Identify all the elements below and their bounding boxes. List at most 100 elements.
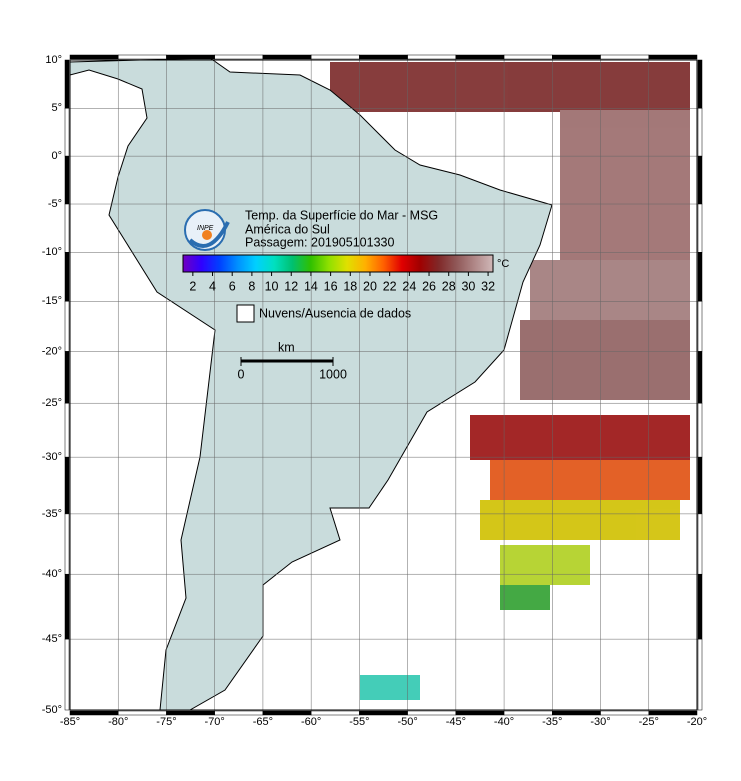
- x-tick-label: -30°: [590, 716, 610, 728]
- y-tick-label: -10°: [42, 246, 62, 258]
- frame-segment: [697, 573, 703, 640]
- frame-segment: [64, 513, 70, 575]
- y-tick-label: 10°: [45, 54, 62, 66]
- frame-segment: [64, 402, 70, 458]
- frame-segment: [697, 402, 703, 458]
- colorbar-tick-label: 4: [209, 279, 216, 293]
- colorbar-tick-label: 12: [284, 279, 298, 293]
- frame-segment: [697, 456, 703, 515]
- frame-segment: [166, 710, 215, 716]
- legend-label: Nuvens/Ausencia de dados: [259, 306, 411, 320]
- x-tick-label: -65°: [253, 716, 273, 728]
- frame-segment: [697, 513, 703, 575]
- y-tick-label: -30°: [42, 451, 62, 463]
- frame-segment: [64, 203, 70, 253]
- colorbar-tick-label: 32: [481, 279, 495, 293]
- logo: INPE: [184, 209, 230, 251]
- frame-segment: [64, 351, 70, 404]
- colorbar-tick-label: 22: [383, 279, 397, 293]
- scale-unit: km: [278, 340, 295, 354]
- sst-patches: [330, 62, 690, 700]
- colorbar-unit: °C: [497, 258, 509, 270]
- colorbar-tick-label: 28: [442, 279, 456, 293]
- y-tick-label: -45°: [42, 633, 62, 645]
- frame-segment: [503, 54, 553, 60]
- frame-segment: [64, 59, 70, 109]
- colorbar-tick-label: 2: [189, 279, 196, 293]
- x-tick-label: -60°: [301, 716, 321, 728]
- x-tick-label: -85°: [60, 716, 80, 728]
- colorbar-tick-label: 6: [229, 279, 236, 293]
- frame-segment: [64, 301, 70, 352]
- frame-segment: [697, 108, 703, 157]
- frame: [64, 54, 703, 716]
- frame-segment: [407, 54, 457, 60]
- map-subtitle: América do Sul: [245, 222, 330, 236]
- x-tick-label: -70°: [205, 716, 225, 728]
- x-tick-label: -35°: [542, 716, 562, 728]
- frame-segment: [600, 54, 650, 60]
- frame-segment: [166, 54, 215, 60]
- logo-text: INPE: [197, 225, 214, 232]
- y-tick-label: -20°: [42, 345, 62, 357]
- x-tick-label: -40°: [494, 716, 514, 728]
- frame-segment: [455, 54, 505, 60]
- colorbar-tick-label: 14: [304, 279, 318, 293]
- frame-segment: [64, 456, 70, 515]
- frame-segment: [455, 710, 505, 716]
- frame-segment: [648, 54, 698, 60]
- frame-segment: [214, 54, 264, 60]
- frame-segment: [117, 54, 167, 60]
- legend-swatch: [236, 304, 255, 323]
- frame-segment: [503, 710, 553, 716]
- y-tick-label: 5°: [51, 102, 62, 114]
- y-tick-label: -50°: [42, 704, 62, 716]
- frame-segment: [69, 54, 119, 60]
- frame-segment: [697, 155, 703, 205]
- colorbar: [182, 254, 494, 273]
- scale-tick-label: 1000: [319, 367, 347, 381]
- y-tick-label: -25°: [42, 397, 62, 409]
- colorbar-tick-label: 18: [343, 279, 357, 293]
- dynamic: -85° -80° -75° -70° -65° -60° -55° -50° -45° -40°…: [42, 54, 707, 728]
- colorbar-tick-label: 20: [363, 279, 377, 293]
- x-tick-label: -50°: [397, 716, 417, 728]
- frame-segment: [262, 54, 312, 60]
- frame-segment: [697, 638, 703, 711]
- pass-time: Passagem: 201905101330: [245, 235, 394, 249]
- frame-segment: [697, 351, 703, 404]
- x-tick-label: -20°: [687, 716, 707, 728]
- frame-segment: [214, 710, 264, 716]
- frame-segment: [359, 710, 408, 716]
- frame-segment: [600, 710, 650, 716]
- frame-segment: [64, 252, 70, 302]
- frame-segment: [69, 710, 119, 716]
- grid: [69, 59, 698, 711]
- frame-segment: [697, 203, 703, 253]
- colorbar-tick-label: 8: [248, 279, 255, 293]
- y-tick-label: -40°: [42, 568, 62, 580]
- y-tick-label: -15°: [42, 295, 62, 307]
- frame-segment: [697, 301, 703, 352]
- y-tick-label: 0°: [51, 150, 62, 162]
- frame-segment: [697, 59, 703, 109]
- frame-segment: [64, 155, 70, 205]
- y-tick-label: -35°: [42, 508, 62, 520]
- frame-segment: [648, 710, 698, 716]
- frame-segment: [697, 252, 703, 302]
- frame-segment: [64, 108, 70, 157]
- x-tick-label: -80°: [108, 716, 128, 728]
- scale-tick-label: 0: [238, 367, 245, 381]
- x-tick-label: -25°: [639, 716, 659, 728]
- colorbar-tick-label: 16: [324, 279, 338, 293]
- colorbar-tick-label: 24: [402, 279, 416, 293]
- x-tick-label: -55°: [349, 716, 369, 728]
- x-tick-label: -75°: [156, 716, 176, 728]
- colorbar-tick-label: 10: [265, 279, 279, 293]
- map-title: Temp. da Superfície do Mar - MSG: [245, 208, 438, 222]
- frame-segment: [310, 710, 360, 716]
- frame-segment: [407, 710, 457, 716]
- frame-segment: [64, 573, 70, 640]
- frame-segment: [117, 710, 167, 716]
